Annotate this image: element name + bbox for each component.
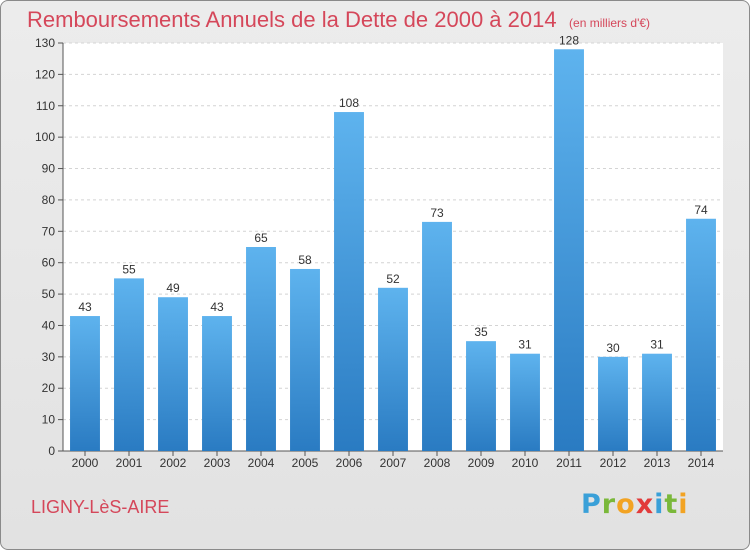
data-label: 49 <box>166 281 180 295</box>
proxiti-logo: Proxiti <box>581 489 689 520</box>
y-tick-label: 120 <box>35 67 55 81</box>
x-tick-label: 2003 <box>204 456 231 470</box>
x-tick-label: 2011 <box>556 456 582 470</box>
bar <box>642 353 672 451</box>
data-label: 128 <box>559 33 579 47</box>
x-tick-label: 2002 <box>160 456 187 470</box>
y-tick-label: 10 <box>42 413 56 427</box>
commune-name: LIGNY-LèS-AIRE <box>31 497 170 517</box>
y-tick-label: 40 <box>42 318 56 332</box>
x-tick-label: 2000 <box>72 456 99 470</box>
x-tick-label: 2010 <box>512 456 539 470</box>
bar <box>158 297 188 451</box>
bar <box>70 316 100 451</box>
bar <box>334 112 364 452</box>
y-tick-label: 110 <box>36 99 55 113</box>
x-tick-label: 2004 <box>248 456 275 470</box>
bar <box>290 268 320 451</box>
data-label: 108 <box>339 96 359 110</box>
y-tick-label: 80 <box>42 193 56 207</box>
x-tick-label: 2013 <box>644 456 671 470</box>
logo-letter: i <box>654 489 665 520</box>
logo-letter: P <box>581 489 602 520</box>
x-tick-label: 2005 <box>292 456 319 470</box>
data-label: 52 <box>386 272 400 286</box>
x-tick-label: 2009 <box>468 456 495 470</box>
y-tick-label: 70 <box>42 224 56 238</box>
y-tick-label: 20 <box>42 381 56 395</box>
y-tick-label: 130 <box>35 36 55 50</box>
y-tick-label: 100 <box>35 130 55 144</box>
logo-letter: x <box>635 489 655 520</box>
data-label: 73 <box>430 206 444 220</box>
y-tick-label: 50 <box>42 287 56 301</box>
logo-letter: i <box>678 489 689 520</box>
x-tick-label: 2014 <box>688 456 715 470</box>
bar <box>246 247 276 451</box>
data-label: 31 <box>650 338 664 352</box>
logo-letter: t <box>664 489 679 520</box>
x-tick-label: 2012 <box>600 456 627 470</box>
data-label: 58 <box>298 253 312 267</box>
bar <box>422 221 452 451</box>
x-tick-label: 2007 <box>380 456 407 470</box>
y-tick-label: 90 <box>42 162 56 176</box>
data-label: 65 <box>254 231 268 245</box>
data-label: 31 <box>518 338 532 352</box>
logo-letter: o <box>616 489 636 520</box>
bar <box>202 316 232 451</box>
chart-title: Remboursements Annuels de la Dette de 20… <box>27 7 557 32</box>
data-label: 55 <box>122 262 136 276</box>
x-tick-label: 2008 <box>424 456 451 470</box>
logo-letter: r <box>601 489 617 520</box>
y-tick-label: 30 <box>42 350 56 364</box>
data-label: 43 <box>210 300 224 314</box>
title-block: Remboursements Annuels de la Dette de 20… <box>27 7 650 33</box>
y-tick-label: 60 <box>42 256 56 270</box>
bar <box>466 341 496 451</box>
chart-subtitle: (en milliers d'€) <box>569 16 651 30</box>
bar <box>114 278 144 451</box>
data-label: 35 <box>474 325 488 339</box>
data-label: 43 <box>78 300 92 314</box>
x-tick-label: 2006 <box>336 456 363 470</box>
y-tick-label: 0 <box>48 444 55 458</box>
bar <box>554 49 584 452</box>
bar <box>378 287 408 451</box>
bar <box>510 353 540 451</box>
data-label: 74 <box>694 203 708 217</box>
bar <box>598 356 628 451</box>
data-label: 30 <box>606 341 620 355</box>
bar <box>686 218 716 451</box>
x-tick-label: 2001 <box>116 456 143 470</box>
